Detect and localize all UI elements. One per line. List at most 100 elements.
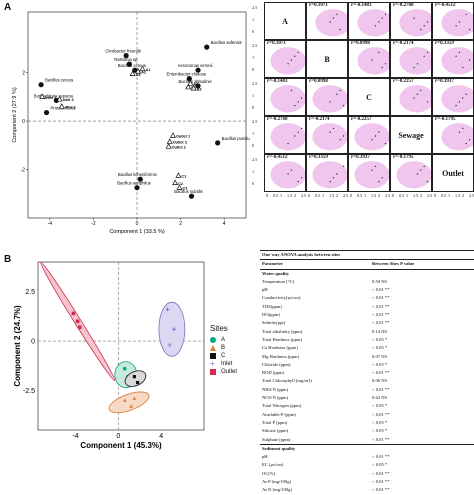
anova-row: Sulphate (ppm) < 0.01 ** — [260, 436, 474, 444]
x-tick-label-0: -4 — [48, 221, 53, 227]
anova-p-value: 0.14 NS — [372, 328, 388, 334]
matrix-x-tick: 0 — [392, 193, 395, 198]
taxon-point-5 — [186, 76, 192, 82]
anova-p-value: < 0.05 * — [372, 462, 388, 468]
anova-parameter: Temperature (°C) — [262, 278, 295, 284]
anova-row: OC(%) < 0.01 ** — [260, 470, 474, 478]
anova-p-value: < 0.05 * — [372, 403, 388, 409]
matrix-cell-4-1: r=0.3359 — [306, 154, 348, 192]
taxon-point-10 — [215, 140, 221, 146]
anova-parameter: BOD (ppm) — [262, 370, 285, 376]
confidence-ellipse — [315, 9, 347, 37]
sample-point — [458, 131, 461, 133]
matrix-y-tick: 0 — [252, 67, 255, 72]
sample-point — [297, 131, 299, 133]
sample-point — [423, 55, 425, 57]
anova-title: One-way ANOVA analysis between sites — [260, 251, 474, 259]
a-point-0 — [122, 366, 127, 371]
correlation-value: r=0.0998 — [309, 79, 328, 84]
b-point-2 — [132, 396, 137, 400]
matrix-cell-2-3: r=-0.2257 — [390, 78, 432, 116]
matrix-diagonal-label: B — [324, 55, 330, 65]
table-rule — [260, 443, 474, 445]
sample-point — [413, 66, 415, 69]
matrix-x-tick: 1.5 — [329, 193, 335, 198]
anova-parameter: DO(ppm) — [262, 312, 280, 318]
inlet-point-2 — [167, 343, 172, 348]
matrix-x-tick: 2.5 — [343, 193, 349, 198]
matrix-cell-4-2: r=0.3937 — [348, 154, 390, 192]
taxon-label-11: Bacillus licheniformis — [118, 172, 157, 177]
sample-point — [458, 21, 461, 23]
matrix-y-tick: 1 — [252, 17, 255, 22]
confidence-ellipse — [312, 85, 347, 113]
sample-point — [287, 173, 289, 175]
panel-b-letter: B — [4, 254, 12, 265]
taxon-label-10: Bacillus pumilus — [222, 136, 250, 141]
matrix-x-tick: 0.5 — [357, 193, 363, 198]
matrix-scatter — [441, 9, 473, 37]
anova-section-water: Water quality — [260, 270, 474, 278]
matrix-x-tick: 2 — [294, 193, 297, 198]
sample-point — [329, 131, 331, 133]
matrix-x-tick: 1 — [364, 193, 367, 198]
anova-p-value: 0.07 NS — [372, 353, 388, 359]
panel-a-biplot: -4 -2 0 2 4 -2 0 2 Component 1 (33.5 %) Component… — [12, 11, 250, 235]
matrix-y-tick: 0 — [252, 29, 255, 34]
matrix-x-tick: 1.5 — [287, 193, 293, 198]
sample-point — [413, 97, 415, 99]
matrix-scatter — [312, 123, 347, 151]
matrix-cell-4-4: Outlet — [432, 154, 474, 192]
matrix-cell-0-1: r=0.1071 — [306, 2, 348, 40]
site-label-12: C1 — [181, 175, 186, 179]
sample-point — [290, 59, 293, 61]
matrix-x-tick: 2 — [336, 193, 339, 198]
anova-parameter: Water quality — [262, 270, 290, 276]
taxon-label-8: Burkholderia cepacia — [34, 93, 74, 98]
anova-p-value: < 0.01 ** — [372, 312, 390, 318]
b-ellipse — [108, 391, 150, 414]
matrix-y-tick: 0 — [252, 143, 255, 148]
anova-parameter: Sediment quality — [262, 445, 296, 451]
sample-point — [465, 13, 467, 16]
anova-parameter: TDS(ppm) — [262, 303, 282, 309]
taxon-point-1 — [204, 44, 210, 50]
site-label-13: C2 — [178, 182, 183, 186]
matrix-cell-2-4: r=0.3937 — [432, 78, 474, 116]
site-label-6: Inlet 1 — [45, 96, 56, 100]
anova-p-value: < 0.01 ** — [372, 295, 390, 301]
matrix-cell-4-0: r=-0.4512 — [264, 154, 306, 192]
matrix-scatter — [396, 161, 431, 189]
x-tick-label-4: 4 — [223, 221, 226, 227]
site-label-10: Outlet 2 — [172, 146, 186, 150]
anova-p-value: < 0.01 ** — [372, 303, 390, 309]
matrix-scatter — [357, 9, 389, 37]
matrix-y-tick: 2.5 — [252, 119, 258, 124]
sample-point — [384, 13, 387, 16]
taxon-point-6 — [195, 83, 201, 89]
site-point-12 — [175, 172, 182, 178]
taxon-point-4 — [195, 67, 201, 73]
correlation-value: r=-0.1795 — [435, 117, 456, 122]
anova-row: Silicate (ppm) < 0.05 * — [260, 427, 474, 435]
matrix-cell-3-0: r=-0.2760 — [264, 116, 306, 154]
sample-point — [332, 17, 335, 19]
sample-point — [420, 28, 422, 31]
matrix-y-tick: 0 — [252, 105, 255, 110]
site-point-7 — [58, 103, 65, 109]
matrix-y-tick: 0 — [252, 181, 255, 186]
anova-row: Av.N (mg/100g) < 0.01 ** — [260, 486, 474, 494]
site-point-14 — [176, 184, 183, 190]
sample-point — [371, 169, 373, 171]
matrix-cell-0-3: r=-0.2760 — [390, 2, 432, 40]
matrix-x-tick: 2.5 — [385, 193, 391, 198]
matrix-y-tick: 2.5 — [252, 157, 258, 162]
sample-point — [297, 51, 299, 54]
sample-point — [300, 97, 303, 99]
sample-point — [294, 55, 296, 57]
x-tick-label-3: 2 — [179, 221, 182, 227]
matrix-scatter — [441, 47, 473, 75]
anova-row: pH < 0.01 ** — [260, 453, 474, 461]
site-label-9: Outlet 1 — [176, 135, 190, 139]
site-point-10 — [165, 143, 172, 149]
